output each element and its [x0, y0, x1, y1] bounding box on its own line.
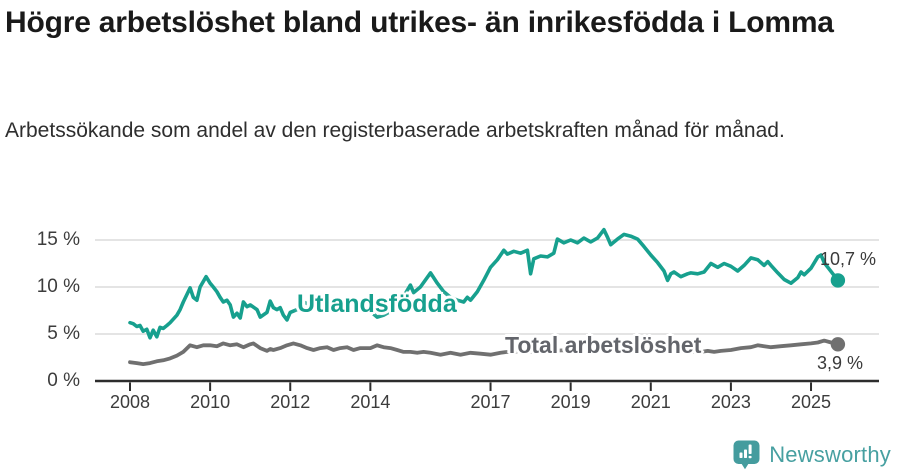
series-line-total-arbetsloshet [128, 338, 840, 367]
chart-title: Högre arbetslöshet bland utrikes- än inr… [5, 6, 834, 39]
series-line-utlandsfodda [128, 227, 840, 340]
x-tick-label: 2021 [630, 392, 671, 412]
x-tick-label: 2025 [790, 392, 832, 412]
end-dot-utlandsfodda [830, 273, 846, 288]
end-value-total: 3,9 % [817, 353, 864, 373]
end-value-utlandsfodda: 10,7 % [820, 249, 877, 269]
x-tick-label: 2017 [470, 392, 511, 412]
x-tick-label: 2023 [710, 392, 751, 412]
newsworthy-bubble-chart-icon [733, 440, 760, 470]
series-label-utlandsfodda: Utlandsfödda [297, 290, 457, 318]
x-tick-label: 2014 [350, 392, 391, 412]
y-tick-label: 15 % [36, 229, 80, 250]
y-tick-label: 10 % [36, 276, 80, 297]
y-tick-label: 0 % [47, 370, 80, 391]
x-tick-label: 2019 [550, 392, 591, 412]
y-tick-label: 5 % [47, 323, 80, 344]
end-dot-total-arbetsloshet [830, 337, 846, 352]
newsworthy-wordmark: Newsworthy [769, 442, 891, 467]
x-tick-label: 2012 [270, 392, 311, 412]
newsworthy-logo[interactable]: Newsworthy [733, 440, 891, 470]
x-tick-label: 2010 [190, 392, 231, 412]
chart-subtitle: Arbetssökande som andel av den registerb… [5, 119, 785, 142]
x-tick-label: 2008 [109, 392, 151, 412]
series-label-total-arbetsloshet: Total arbetslöshet [505, 332, 702, 358]
